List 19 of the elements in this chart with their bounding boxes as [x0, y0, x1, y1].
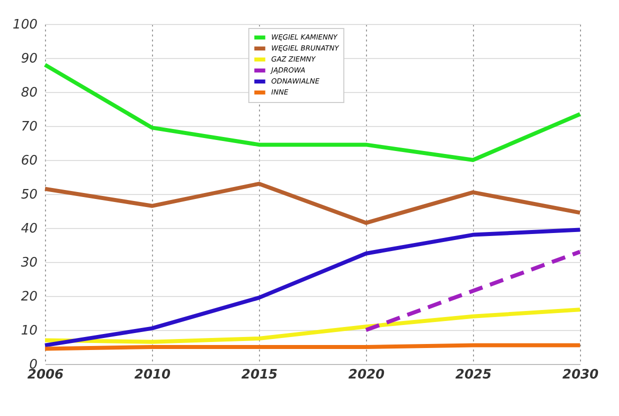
y-tick-label: 60	[20, 154, 38, 168]
y-tick-label: 50	[20, 188, 38, 202]
x-tick-label: 2025	[455, 368, 492, 382]
y-tick-label: 40	[20, 222, 38, 236]
line-series	[43, 228, 582, 348]
x-tick-label: 2015	[241, 368, 278, 382]
y-tick-label: 20	[20, 290, 38, 304]
line-series	[43, 182, 582, 225]
line-series	[43, 62, 582, 162]
y-tick-label: 30	[20, 256, 38, 270]
x-tick-label: 2010	[134, 368, 171, 382]
y-tick-label: 10	[20, 324, 38, 338]
y-tick-label: 70	[20, 120, 38, 134]
x-tick-label: 2020	[348, 368, 385, 382]
line-series	[43, 308, 582, 344]
x-tick-label: 2030	[562, 368, 599, 382]
y-tick-label: 80	[20, 86, 38, 100]
y-tick-label: 90	[20, 52, 38, 66]
y-tick-label: 100	[12, 18, 38, 32]
